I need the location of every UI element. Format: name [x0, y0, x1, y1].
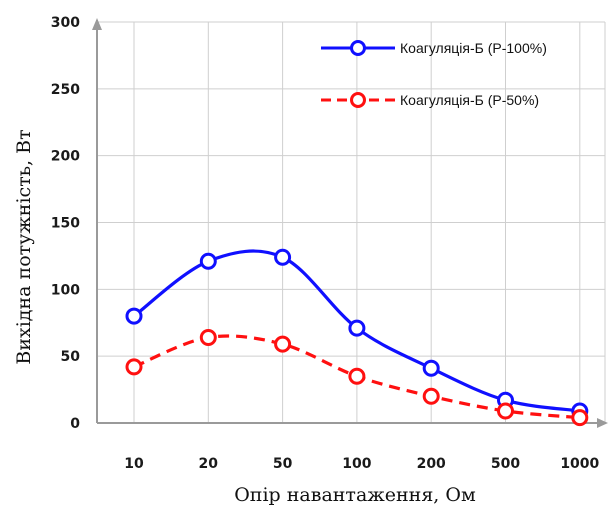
y-tick-label: 200: [51, 149, 80, 165]
x-tick-label: 10: [124, 456, 144, 472]
y-tick-labels: 0 50 100 150 200 250 300: [51, 15, 80, 432]
x-tick-label: 1000: [560, 456, 599, 472]
data-point: [348, 367, 366, 385]
data-point: [348, 319, 366, 337]
x-axis-title: Опір навантаження, Ом: [234, 484, 476, 506]
data-point: [274, 335, 292, 353]
legend-label: Коагуляція-Б (Р-100%): [400, 40, 547, 56]
y-tick-label: 100: [51, 282, 80, 298]
y-axis-title: Вихідна потужність, Вт: [13, 129, 35, 364]
x-tick-label: 500: [491, 456, 520, 472]
data-point: [125, 358, 143, 376]
y-tick-label: 0: [70, 416, 80, 432]
data-point: [274, 248, 292, 266]
y-tick-label: 50: [61, 349, 81, 365]
x-tick-label: 100: [342, 456, 371, 472]
legend-label: Коагуляція-Б (Р-50%): [400, 92, 539, 108]
y-tick-label: 300: [51, 15, 80, 31]
data-point: [571, 409, 589, 427]
data-point: [422, 359, 440, 377]
x-tick-labels: 10 20 50 100 200 500 1000: [124, 456, 599, 472]
y-tick-label: 150: [51, 216, 80, 232]
x-tick-label: 20: [199, 456, 219, 472]
y-tick-label: 250: [51, 82, 80, 98]
x-axis-arrow: [597, 418, 608, 428]
data-point: [199, 328, 217, 346]
x-tick-label: 50: [273, 456, 293, 472]
grid: [97, 21, 606, 423]
y-axis-arrow: [92, 18, 102, 30]
data-point: [199, 252, 217, 270]
x-tick-label: 200: [417, 456, 446, 472]
data-point: [125, 307, 143, 325]
data-point: [497, 402, 514, 420]
axes: [92, 18, 608, 428]
data-point: [422, 387, 440, 405]
legend-marker: [350, 92, 366, 108]
series: [125, 248, 589, 427]
legend: Коагуляція-Б (Р-100%) Коагуляція-Б (Р-50%…: [321, 40, 547, 108]
legend-marker: [350, 40, 366, 56]
